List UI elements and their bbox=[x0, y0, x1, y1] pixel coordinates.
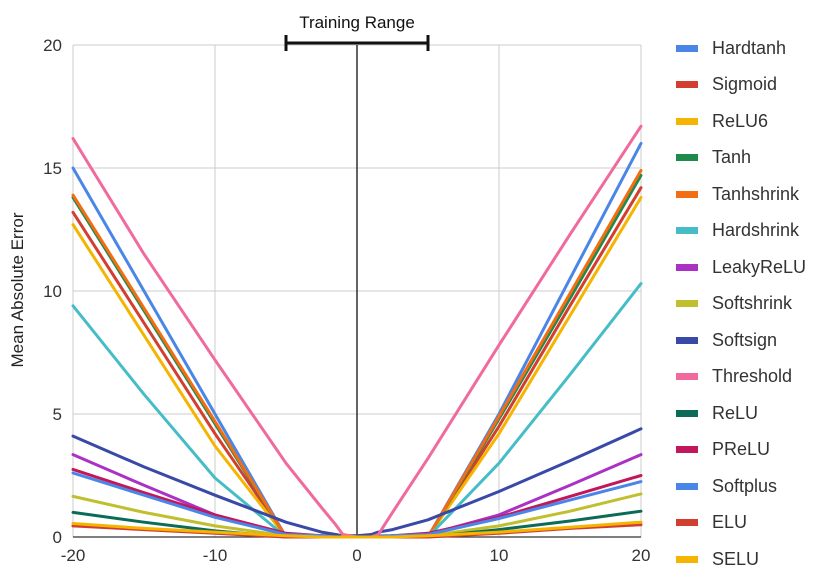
legend-item: LeakyReLU bbox=[676, 249, 816, 286]
legend-label: SELU bbox=[712, 548, 760, 569]
x-tick-label: 20 bbox=[632, 546, 651, 565]
legend-item: Softplus bbox=[676, 468, 816, 505]
legend-item: Softshrink bbox=[676, 286, 816, 323]
x-tick-label: -20 bbox=[61, 546, 86, 565]
legend-swatch bbox=[676, 44, 698, 52]
chart-legend: Hardtanh Sigmoid ReLU6 Tanh Tanhshrink Hardsh… bbox=[676, 30, 816, 578]
x-tick-label: -10 bbox=[203, 546, 228, 565]
legend-item: PReLU bbox=[676, 432, 816, 469]
legend-item: Tanhshrink bbox=[676, 176, 816, 213]
training-range-label: Training Range bbox=[299, 13, 415, 32]
legend-swatch bbox=[676, 519, 698, 527]
legend-label: Softshrink bbox=[712, 293, 793, 314]
legend-swatch bbox=[676, 300, 698, 308]
legend-label: LeakyReLU bbox=[712, 256, 807, 277]
legend-swatch bbox=[676, 227, 698, 235]
legend-item: Sigmoid bbox=[676, 67, 816, 104]
legend-item: ELU bbox=[676, 505, 816, 542]
legend-swatch bbox=[676, 409, 698, 417]
legend-swatch bbox=[676, 446, 698, 454]
legend-item: Hardshrink bbox=[676, 213, 816, 250]
legend-swatch bbox=[676, 263, 698, 271]
legend-label: Softplus bbox=[712, 475, 778, 496]
legend-swatch bbox=[676, 190, 698, 198]
x-tick-label: 10 bbox=[490, 546, 509, 565]
legend-label: Threshold bbox=[712, 366, 793, 387]
legend-swatch bbox=[676, 154, 698, 162]
legend-item: Tanh bbox=[676, 140, 816, 177]
y-tick-label: 5 bbox=[53, 405, 62, 424]
legend-label: Sigmoid bbox=[712, 74, 778, 95]
legend-label: Hardtanh bbox=[712, 37, 787, 58]
legend-swatch bbox=[676, 555, 698, 563]
legend-swatch bbox=[676, 336, 698, 344]
legend-label: ReLU6 bbox=[712, 110, 769, 131]
legend-item: Threshold bbox=[676, 359, 816, 396]
training-range-annotation: Training Range bbox=[284, 13, 430, 51]
x-tick-label: 0 bbox=[352, 546, 361, 565]
legend-label: PReLU bbox=[712, 439, 771, 460]
legend-label: Tanhshrink bbox=[712, 183, 800, 204]
legend-label: Hardshrink bbox=[712, 220, 800, 241]
legend-swatch bbox=[676, 81, 698, 89]
y-axis-label: Mean Absolute Error bbox=[8, 212, 27, 367]
legend-label: Tanh bbox=[712, 147, 752, 168]
legend-swatch bbox=[676, 117, 698, 125]
legend-label: Softsign bbox=[712, 329, 778, 350]
legend-label: ELU bbox=[712, 512, 748, 533]
chart-series bbox=[71, 124, 643, 539]
legend-item: ReLU6 bbox=[676, 103, 816, 140]
legend-item: SELU bbox=[676, 541, 816, 578]
legend-swatch bbox=[676, 373, 698, 381]
legend-swatch bbox=[676, 482, 698, 490]
legend-label: ReLU bbox=[712, 402, 759, 423]
y-tick-label: 0 bbox=[53, 528, 62, 547]
series-line-selu bbox=[71, 520, 643, 539]
y-tick-label: 10 bbox=[43, 282, 62, 301]
y-tick-label: 15 bbox=[43, 159, 62, 178]
chart-ticks: -20 -10 0 10 20 0 5 10 15 20 bbox=[43, 36, 650, 565]
y-tick-label: 20 bbox=[43, 36, 62, 55]
legend-item: ReLU bbox=[676, 395, 816, 432]
legend-item: Hardtanh bbox=[676, 30, 816, 67]
legend-item: Softsign bbox=[676, 322, 816, 359]
